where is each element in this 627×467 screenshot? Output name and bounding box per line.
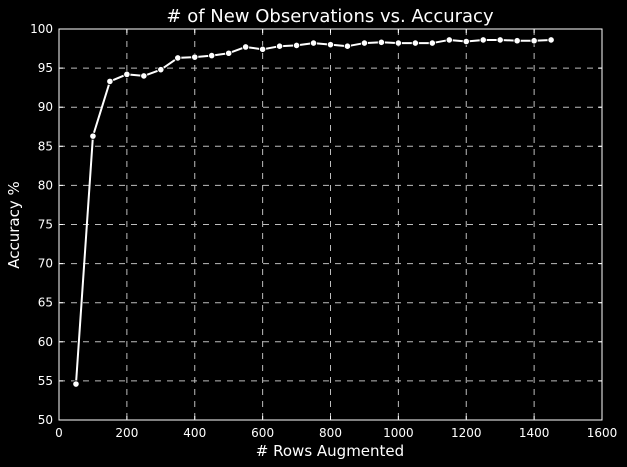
x-tick-label: 600 [251, 426, 274, 440]
data-point [106, 77, 114, 85]
y-tick-label: 60 [38, 335, 53, 349]
grid-lines [59, 29, 602, 420]
data-point [394, 39, 402, 47]
data-point [530, 37, 538, 45]
series-line [74, 38, 552, 385]
chart-title: # of New Observations vs. Accuracy [166, 6, 494, 27]
y-tick-label: 65 [38, 296, 53, 310]
x-tick-label: 0 [55, 426, 63, 440]
y-tick-label: 75 [38, 218, 53, 232]
data-point [428, 39, 436, 47]
y-tick-label: 90 [38, 100, 53, 114]
data-point [292, 41, 301, 50]
data-point [242, 43, 250, 51]
data-point [89, 132, 97, 140]
data-point [377, 38, 386, 46]
x-tick-label: 1000 [383, 426, 414, 440]
y-tick-label: 55 [38, 374, 53, 388]
data-point [513, 37, 521, 45]
y-axis-label: Accuracy % [5, 181, 23, 269]
x-tick-label: 800 [319, 426, 342, 440]
data-point [343, 42, 352, 50]
data-point [360, 39, 369, 47]
data-point [547, 36, 555, 44]
x-tick-label: 1400 [519, 426, 550, 440]
data-point [309, 39, 318, 47]
x-axis-label: # Rows Augmented [256, 442, 404, 460]
data-point [445, 36, 453, 44]
x-tick-label: 1200 [451, 426, 482, 440]
y-tick-label: 80 [38, 178, 53, 192]
data-point [72, 380, 80, 388]
x-tick-label: 1600 [587, 426, 618, 440]
y-tick-label: 95 [38, 61, 53, 75]
series-layer [72, 36, 555, 388]
data-point [140, 72, 148, 80]
data-point [259, 45, 267, 53]
y-axis-ticks: 50 55 60 65 70 75 80 85 90 95 100 [30, 22, 602, 427]
data-point [326, 41, 335, 49]
data-point [157, 66, 165, 74]
data-point [479, 36, 487, 44]
data-point [123, 70, 131, 78]
x-axis-ticks: 0 200 400 600 800 1000 1200 1400 1600 [55, 29, 617, 440]
data-point [225, 49, 233, 57]
data-point [174, 54, 182, 62]
x-tick-label: 200 [115, 426, 138, 440]
y-tick-label: 85 [38, 139, 53, 153]
data-point [191, 53, 199, 61]
data-point [462, 37, 470, 46]
x-tick-label: 400 [183, 426, 206, 440]
y-tick-label: 70 [38, 257, 53, 271]
data-point [496, 36, 504, 44]
y-tick-label: 100 [30, 22, 53, 36]
y-tick-label: 50 [38, 413, 53, 427]
data-point [411, 39, 419, 47]
data-point [275, 42, 284, 50]
data-point [208, 51, 216, 60]
